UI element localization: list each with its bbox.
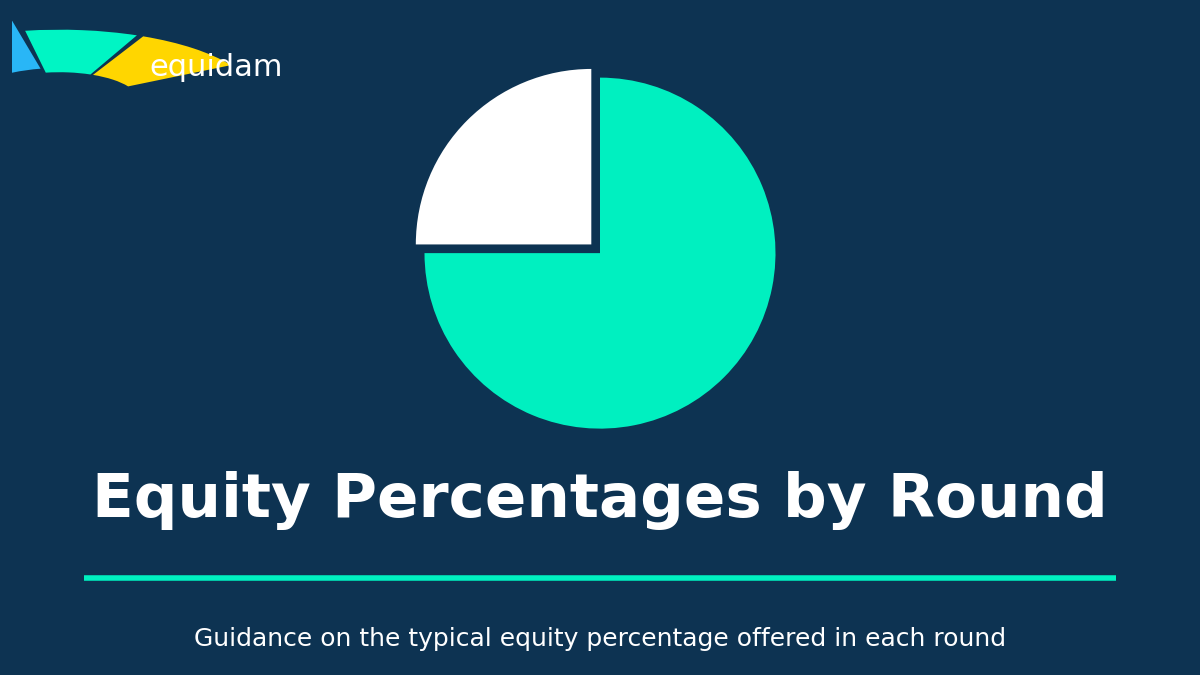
Wedge shape — [25, 30, 137, 74]
Text: Guidance on the typical equity percentage offered in each round: Guidance on the typical equity percentag… — [194, 626, 1006, 651]
Text: equidam: equidam — [149, 53, 283, 82]
Wedge shape — [92, 36, 230, 86]
Text: Equity Percentages by Round: Equity Percentages by Round — [92, 470, 1108, 530]
Wedge shape — [0, 21, 41, 80]
Wedge shape — [416, 69, 592, 244]
Wedge shape — [425, 78, 775, 429]
